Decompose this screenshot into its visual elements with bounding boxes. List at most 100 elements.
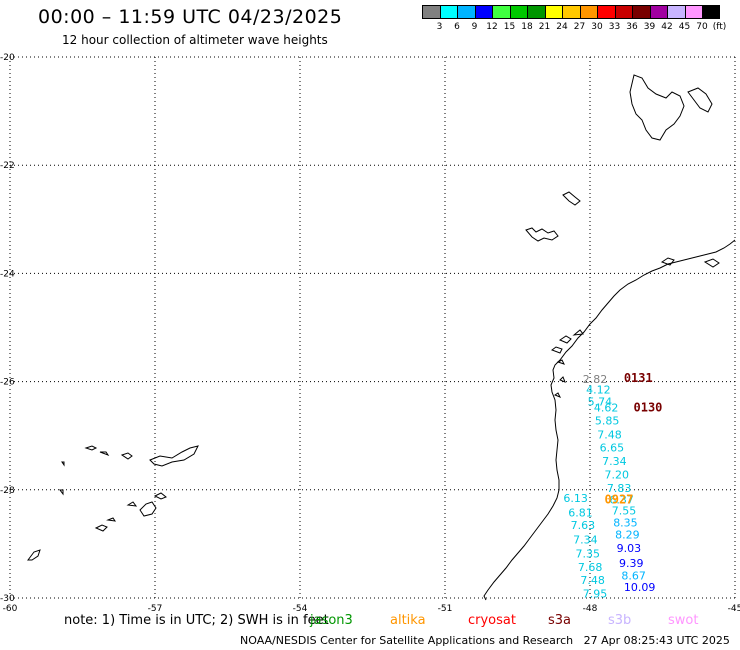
lon-tick-label: -60	[3, 604, 18, 614]
island-coast	[149, 445, 199, 467]
units-note: note: 1) Time is in UTC; 2) SWH is in fe…	[64, 613, 329, 628]
lat-tick-label: -20	[0, 53, 15, 63]
wave-height-value: 7.34	[602, 455, 627, 468]
island-coast	[553, 392, 562, 398]
lat-tick-label: -24	[0, 269, 15, 279]
wave-height-value: 7.48	[580, 574, 605, 587]
wave-height-value: 4.12	[586, 384, 611, 397]
lon-tick-label: -57	[148, 604, 163, 614]
island-coast	[660, 257, 675, 266]
color-swatch	[562, 5, 580, 19]
color-scale-labels: 3 6 9 12 15 18 21 24 27 30 33 36 39 42 45 70 (ft)	[422, 22, 740, 34]
satellite-legend-item: swot	[668, 613, 699, 628]
color-swatch	[422, 5, 440, 19]
wave-height-value: 10.09	[624, 581, 656, 594]
wave-height-value: 5.85	[595, 415, 620, 428]
lat-tick-label: -28	[0, 486, 15, 496]
color-swatch	[492, 5, 510, 19]
color-scale-label: 24	[556, 22, 568, 32]
wave-height-value: 7.95	[583, 588, 608, 601]
satellite-legend-item: s3a	[548, 613, 572, 628]
wave-height-value: 7.83	[607, 482, 632, 495]
lon-tick-label: -51	[438, 604, 453, 614]
island-coast	[106, 517, 117, 522]
color-scale-label: 27	[573, 22, 586, 32]
map-subtitle: 12 hour collection of altimeter wave hei…	[62, 33, 328, 47]
color-scale-label: 3	[436, 22, 443, 32]
color-swatch	[474, 5, 492, 19]
color-swatch	[702, 5, 720, 19]
wave-height-value: 9.39	[619, 557, 644, 570]
island-coast	[525, 227, 559, 242]
color-swatch	[597, 5, 615, 19]
color-swatch	[439, 5, 457, 19]
satellite-legend-item: s3b	[608, 613, 632, 628]
island-coast	[59, 489, 64, 496]
wave-height-value: 7.63	[571, 519, 596, 532]
wave-height-value: 6.37	[609, 494, 634, 507]
island-coast	[84, 445, 98, 451]
lat-tick-label: -30	[0, 594, 15, 604]
wave-height-value: 7.68	[578, 561, 603, 574]
wave-height-value: 2.82	[583, 373, 608, 386]
wave-height-value: 7.48	[597, 429, 622, 442]
color-swatch	[527, 5, 545, 19]
wave-height-value: 7.35	[576, 548, 601, 561]
wave-height-value: 8.29	[615, 529, 640, 542]
wave-height-labels: 2.824.125.744.625.857.486.657.347.207.83…	[563, 373, 655, 601]
axis-ticks: -20 -22 -24 -26 -28 -30-60 -57 -54 -51 -48 -45	[0, 53, 740, 614]
wave-height-value: 7.20	[605, 469, 630, 482]
color-scale-label: 6	[454, 22, 460, 32]
island-coast	[61, 461, 65, 467]
wave-height-value: 6.65	[600, 442, 625, 455]
color-scale-label: 15	[503, 22, 516, 32]
wave-height-value: 8.35	[613, 516, 638, 529]
island-coast	[687, 87, 713, 113]
wave-height-value: 9.03	[617, 542, 642, 555]
pass-time-label: 0130	[634, 401, 663, 415]
lon-tick-label: -45	[728, 604, 740, 614]
pass-time-label: 0927	[605, 493, 634, 507]
credit-footer: NOAA/NESDIS Center for Satellite Applica…	[240, 634, 730, 647]
color-swatch	[579, 5, 597, 19]
island-coast	[559, 376, 566, 383]
color-swatch	[614, 5, 632, 19]
island-coast	[556, 359, 565, 365]
color-scale-label: 42	[661, 22, 673, 32]
color-swatch	[684, 5, 702, 19]
coastline	[27, 74, 736, 601]
wave-height-value: 6.13	[563, 492, 588, 505]
island-coast	[153, 492, 167, 500]
island-coast	[126, 501, 138, 507]
island-coast	[139, 501, 157, 517]
pass-time-label: 0131	[624, 371, 653, 385]
lat-tick-label: -22	[0, 161, 15, 171]
color-swatch	[457, 5, 475, 19]
color-swatch	[649, 5, 667, 19]
island-coast	[558, 335, 572, 344]
color-scale-label: 39	[643, 22, 656, 32]
lon-tick-label: -54	[293, 604, 308, 614]
color-swatch	[509, 5, 527, 19]
satellite-legend-item: altika	[390, 613, 426, 628]
map-title: 00:00 – 11:59 UTC 04/23/2025	[38, 6, 343, 28]
lat-tick-label: -26	[0, 378, 15, 388]
color-scale-label: 12	[486, 22, 498, 32]
lon-tick-label: -48	[583, 604, 598, 614]
grid-lines	[9, 56, 736, 599]
color-swatch	[632, 5, 650, 19]
color-swatch	[544, 5, 562, 19]
color-scale-label: 70	[696, 22, 708, 32]
island-coast	[629, 74, 685, 141]
color-scale-label: 21	[538, 22, 551, 32]
color-scale-label: 33	[608, 22, 621, 32]
color-scale-label: 18	[521, 22, 533, 32]
wave-height-value: 5.74	[588, 396, 613, 409]
wave-height-value: 4.62	[594, 402, 619, 415]
island-coast	[120, 452, 133, 460]
wave-height-value: 7.55	[612, 504, 637, 517]
color-swatch	[667, 5, 685, 19]
satellite-legend-item: cryosat	[468, 613, 516, 628]
color-scale-label: 36	[626, 22, 638, 32]
